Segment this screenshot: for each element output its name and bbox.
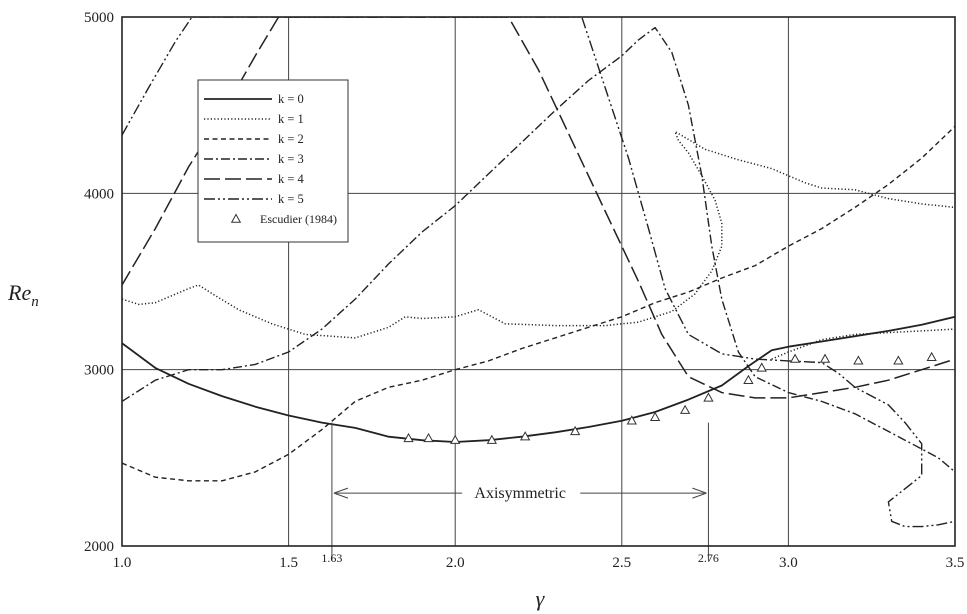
y-axis-label-sub: n: [31, 294, 39, 310]
escudier-point: [626, 415, 637, 425]
x-tick-label: 3.5: [946, 555, 965, 571]
legend-label-k2: k = 2: [278, 132, 304, 146]
escudier-point: [423, 432, 434, 443]
y-tick-label: 4000: [84, 186, 114, 202]
escudier-point: [649, 411, 661, 421]
escudier-point: [926, 351, 937, 362]
x-tick-label: 1.5: [279, 555, 298, 571]
y-tick-label: 3000: [84, 363, 114, 379]
escudier-point: [570, 425, 581, 436]
legend-box: [197, 79, 349, 243]
escudier-point: [853, 355, 864, 365]
legend-swatch-escudier: [230, 213, 242, 223]
legend-label-escudier: Escudier (1984): [260, 212, 337, 226]
plot-frame: [121, 16, 956, 547]
legend-label-k4: k = 4: [278, 172, 305, 186]
escudier-point: [756, 362, 767, 372]
legend-label-k1: k = 1: [278, 112, 304, 126]
tick-labels: 1.0 1.5 2.0 2.5 3.0 3.5 2000 3000 4000 5000 1.63 2.…: [84, 10, 964, 571]
escudier-point: [703, 392, 714, 402]
escudier-point: [520, 431, 531, 441]
escudier-point: [486, 434, 498, 444]
legend-label-k0: k = 0: [278, 92, 304, 106]
y-tick-label: 5000: [84, 10, 114, 26]
marker-label-2.76: 2.76: [698, 551, 719, 565]
series-line-k0: [122, 315, 955, 443]
y-tick-label: 2000: [84, 539, 114, 555]
escudier-point: [893, 355, 904, 365]
series-line-k3: [122, 26, 955, 473]
x-axis-label: γ: [536, 586, 546, 611]
escudier-point: [789, 353, 801, 363]
annotation-layer: Axisymmetric: [331, 422, 709, 561]
x-tick-label: 1.0: [113, 555, 132, 571]
series-line-k1-branch: [771, 328, 955, 360]
escudier-point: [450, 434, 461, 444]
escudier-point: [819, 353, 831, 363]
y-axis-label: Ren: [7, 280, 39, 310]
escudier-point: [743, 374, 754, 384]
range-label: Axisymmetric: [474, 485, 566, 502]
legend-label-k5: k = 5: [278, 192, 304, 206]
x-tick-label: 2.0: [446, 555, 465, 571]
series-line-k5: [122, 17, 955, 528]
marker-label-1.63: 1.63: [321, 551, 342, 565]
escudier-point: [403, 432, 414, 443]
legend-label-k3: k = 3: [278, 152, 304, 166]
x-tick-label: 3.0: [779, 555, 798, 571]
y-axis-label-main: Re: [7, 280, 31, 305]
legend: k = 0 k = 1 k = 2 k = 3 k = 4 k = 5 Escudier (…: [197, 79, 349, 243]
arrowhead-right: [692, 487, 707, 499]
escudier-markers: [403, 351, 937, 444]
x-tick-label: 2.5: [612, 555, 631, 571]
arrowhead-left: [333, 487, 349, 499]
escudier-point: [679, 404, 691, 414]
series-line-k2: [122, 125, 955, 482]
series-line-k1: [122, 130, 955, 339]
